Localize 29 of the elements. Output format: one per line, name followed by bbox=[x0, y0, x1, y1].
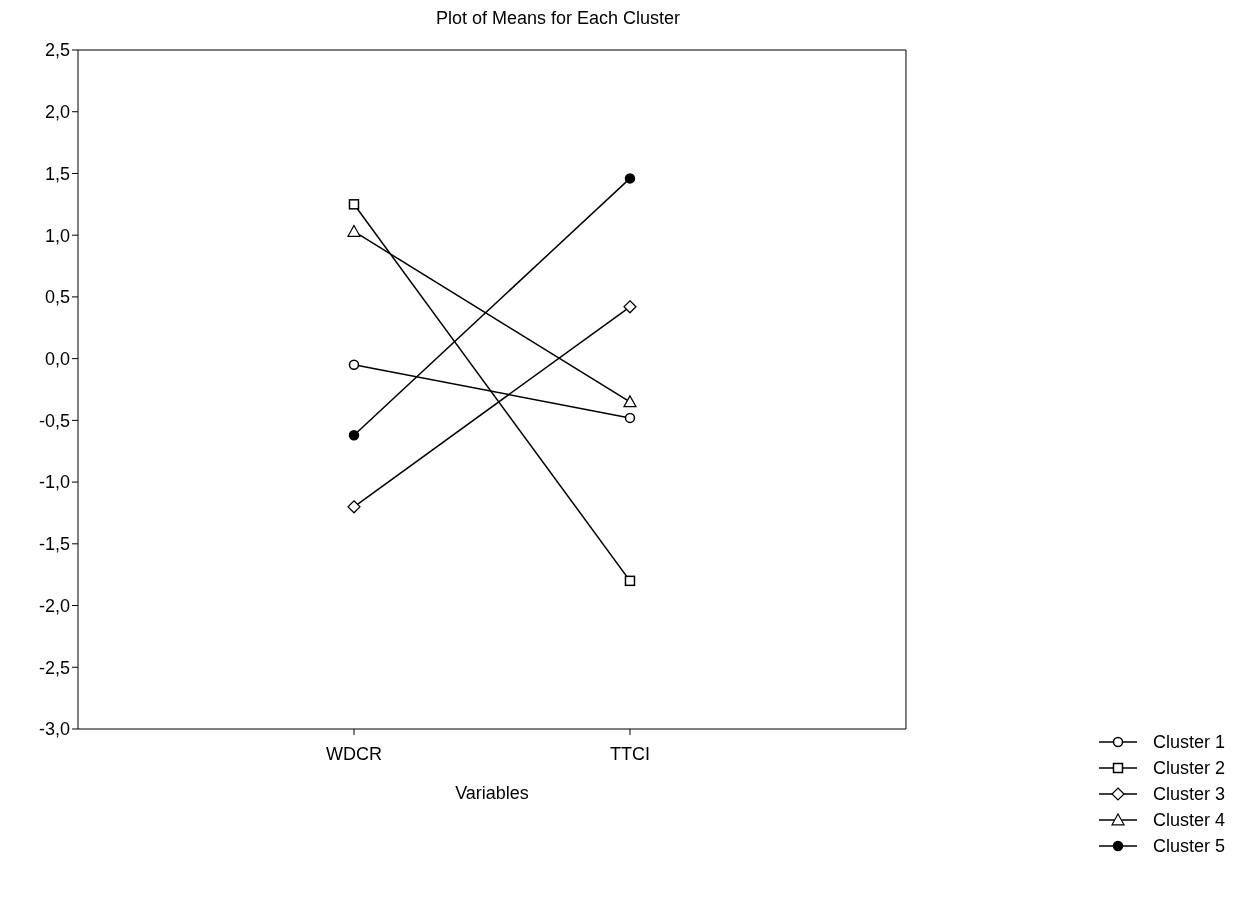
point bbox=[348, 429, 360, 441]
point bbox=[623, 300, 637, 314]
y-tick-label: 0,5 bbox=[44, 287, 70, 308]
legend-label: Cluster 5 bbox=[1152, 835, 1225, 857]
point bbox=[347, 500, 361, 514]
point bbox=[348, 359, 360, 371]
x-tick-label: WDCR bbox=[325, 743, 382, 764]
y-tick-label: -1,5 bbox=[38, 534, 70, 555]
y-tick-label: 2,0 bbox=[44, 102, 70, 123]
point bbox=[624, 173, 636, 184]
chart-title: Plot of Means for Each Cluster bbox=[434, 8, 682, 29]
point bbox=[624, 412, 636, 424]
legend-label: Cluster 3 bbox=[1152, 783, 1225, 805]
y-tick-label: -1,0 bbox=[38, 472, 70, 493]
x-axis-title: Variables bbox=[455, 783, 529, 803]
point bbox=[348, 199, 360, 210]
y-tick-label: -2,0 bbox=[38, 595, 70, 616]
x-tick-label: TTCI bbox=[609, 743, 650, 764]
legend-label: Cluster 2 bbox=[1152, 757, 1225, 779]
y-tick-label: 0,0 bbox=[44, 349, 70, 370]
legend-label: Cluster 1 bbox=[1152, 731, 1225, 753]
y-tick-label: 2,5 bbox=[44, 40, 70, 61]
legend-label: Cluster 4 bbox=[1152, 809, 1225, 831]
y-tick-label: 1,0 bbox=[44, 225, 70, 246]
y-tick-label: 1,5 bbox=[44, 163, 70, 184]
point bbox=[624, 575, 636, 587]
y-tick-label: -0,5 bbox=[38, 410, 70, 431]
y-tick-label: -3,0 bbox=[38, 719, 70, 740]
y-tick-label: -2,5 bbox=[38, 657, 70, 678]
